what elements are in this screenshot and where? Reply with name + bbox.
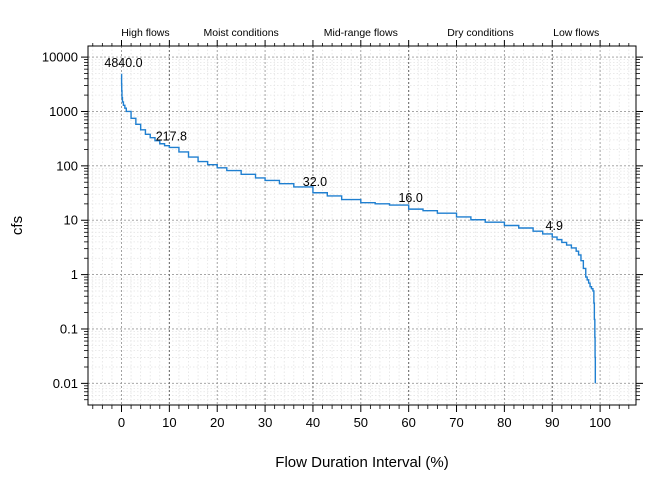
y-tick-label: 0.01 [53, 376, 78, 391]
x-tick-label: 20 [210, 415, 224, 430]
x-axis-title: Flow Duration Interval (%) [275, 454, 448, 471]
data-label: 16.0 [398, 191, 422, 205]
x-tick-label: 30 [258, 415, 272, 430]
flow-zone-label: Mid-range flows [324, 27, 398, 39]
flow-zone-label: Low flows [553, 27, 599, 39]
y-tick-label: 1 [71, 267, 78, 282]
y-tick-label: 1000 [49, 104, 78, 119]
x-tick-label: 40 [306, 415, 320, 430]
flow-duration-curve [120, 73, 597, 384]
data-label: 217.8 [156, 129, 187, 143]
data-label: 4.9 [546, 219, 563, 233]
data-labels: 4840.0 217.8 32.0 16.0 4.9 [104, 56, 563, 233]
flow-zone-label: High flows [121, 27, 169, 39]
y-tick-label: 10000 [42, 50, 78, 65]
series-layer [120, 73, 597, 384]
y-tick-label: 10 [64, 213, 78, 228]
x-tick-label: 70 [449, 415, 463, 430]
y-tick-label: 100 [56, 158, 78, 173]
x-tick-label: 50 [354, 415, 368, 430]
axis-ticks [81, 40, 643, 412]
flow-zone-labels: High flows Moist conditions Mid-range flow… [121, 27, 599, 39]
flow-zone-label: Moist conditions [204, 27, 279, 39]
x-tick-label: 60 [401, 415, 415, 430]
y-axis-title: cfs [9, 216, 26, 235]
data-label: 4840.0 [104, 56, 142, 70]
x-tick-label: 100 [589, 415, 611, 430]
y-tick-label: 0.1 [60, 321, 78, 336]
flow-zone-label: Dry conditions [447, 27, 514, 39]
x-tick-label: 10 [162, 415, 176, 430]
x-tick-label: 90 [545, 415, 559, 430]
axis-tick-labels: 0 10 20 30 40 50 60 70 80 90 100 0.01 0.1 1 10 100 1000 1… [42, 50, 611, 430]
x-tick-label: 0 [118, 415, 125, 430]
data-label: 32.0 [303, 175, 327, 189]
x-tick-label: 80 [497, 415, 511, 430]
grid-lines [88, 46, 636, 405]
